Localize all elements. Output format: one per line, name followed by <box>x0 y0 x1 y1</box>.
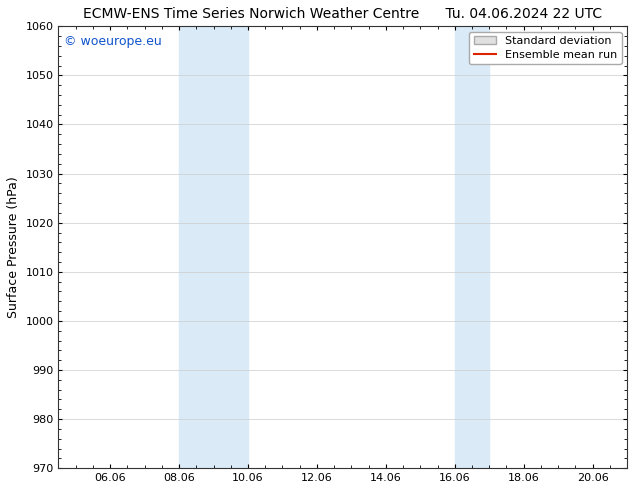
Y-axis label: Surface Pressure (hPa): Surface Pressure (hPa) <box>7 176 20 318</box>
Title: ECMW-ENS Time Series Norwich Weather Centre      Tu. 04.06.2024 22 UTC: ECMW-ENS Time Series Norwich Weather Cen… <box>83 7 602 21</box>
Bar <box>179 26 248 468</box>
Text: © woeurope.eu: © woeurope.eu <box>64 35 162 48</box>
Bar <box>455 26 489 468</box>
Legend: Standard deviation, Ensemble mean run: Standard deviation, Ensemble mean run <box>469 32 621 64</box>
